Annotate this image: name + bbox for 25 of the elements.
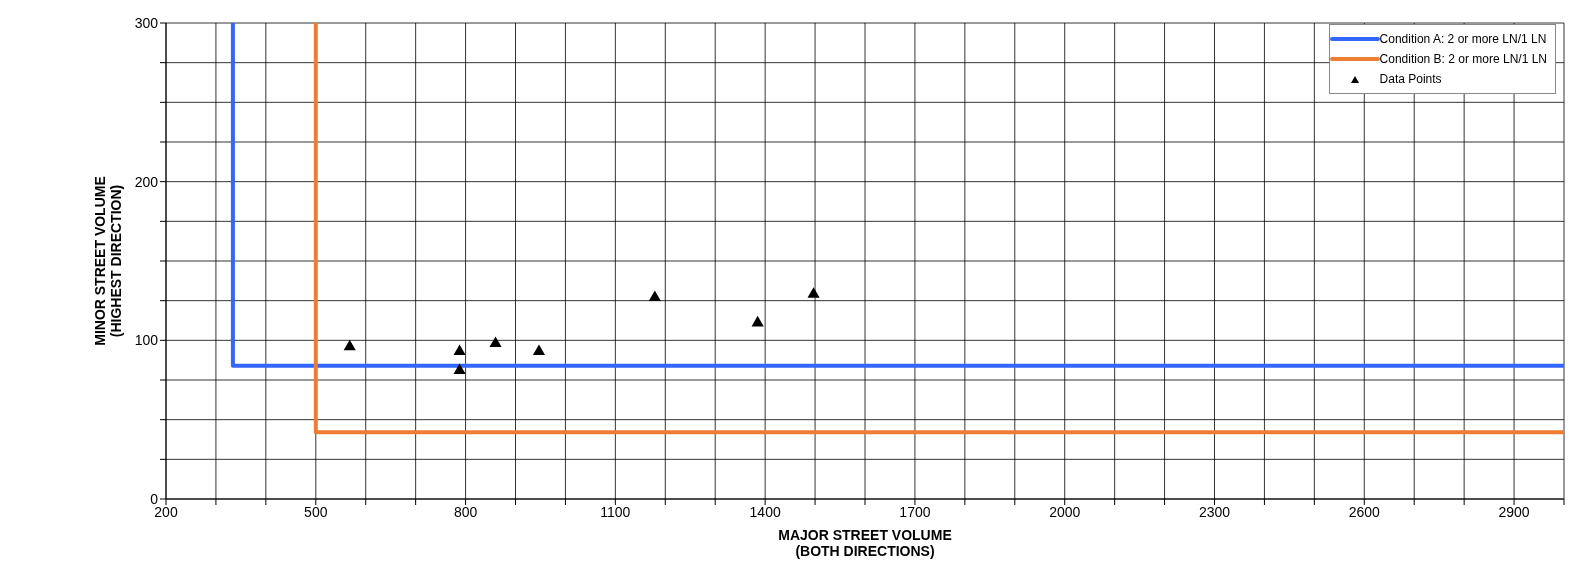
point xyxy=(648,290,661,301)
point xyxy=(343,339,356,351)
point xyxy=(751,315,764,327)
point xyxy=(489,336,502,348)
x-tick-label: 2600 xyxy=(1348,503,1381,520)
x-tick-label: 1100 xyxy=(600,503,631,520)
x-tick-label: 800 xyxy=(453,503,478,520)
x-tick-label: 2900 xyxy=(1498,503,1530,520)
point xyxy=(532,344,546,355)
x-tick-label: 1400 xyxy=(749,503,781,520)
y-tick-label: 100 xyxy=(134,332,159,349)
legend-label: Data Points xyxy=(1379,72,1442,86)
x-axis-title: MAJOR STREET VOLUME (BOTH DIRECTIONS) xyxy=(777,527,953,559)
x-tick-label: 1700 xyxy=(899,503,931,520)
legend-label: Condition A: 2 or more LN/1 LN xyxy=(1379,32,1547,46)
y-tick-label: 300 xyxy=(134,14,159,31)
x-tick-label: 500 xyxy=(304,503,328,520)
y-axis-title: MINOR STREET VOLUME (HIGHEST DIRECTION) xyxy=(92,176,124,346)
legend-label: Condition B: 2 or more LN/1 LN xyxy=(1379,52,1547,66)
point xyxy=(807,287,820,298)
y-tick-label: 200 xyxy=(134,173,159,190)
x-tick-label: 2000 xyxy=(1049,503,1081,520)
point xyxy=(453,363,466,374)
point xyxy=(453,344,466,355)
x-tick-label: 2300 xyxy=(1198,503,1231,520)
